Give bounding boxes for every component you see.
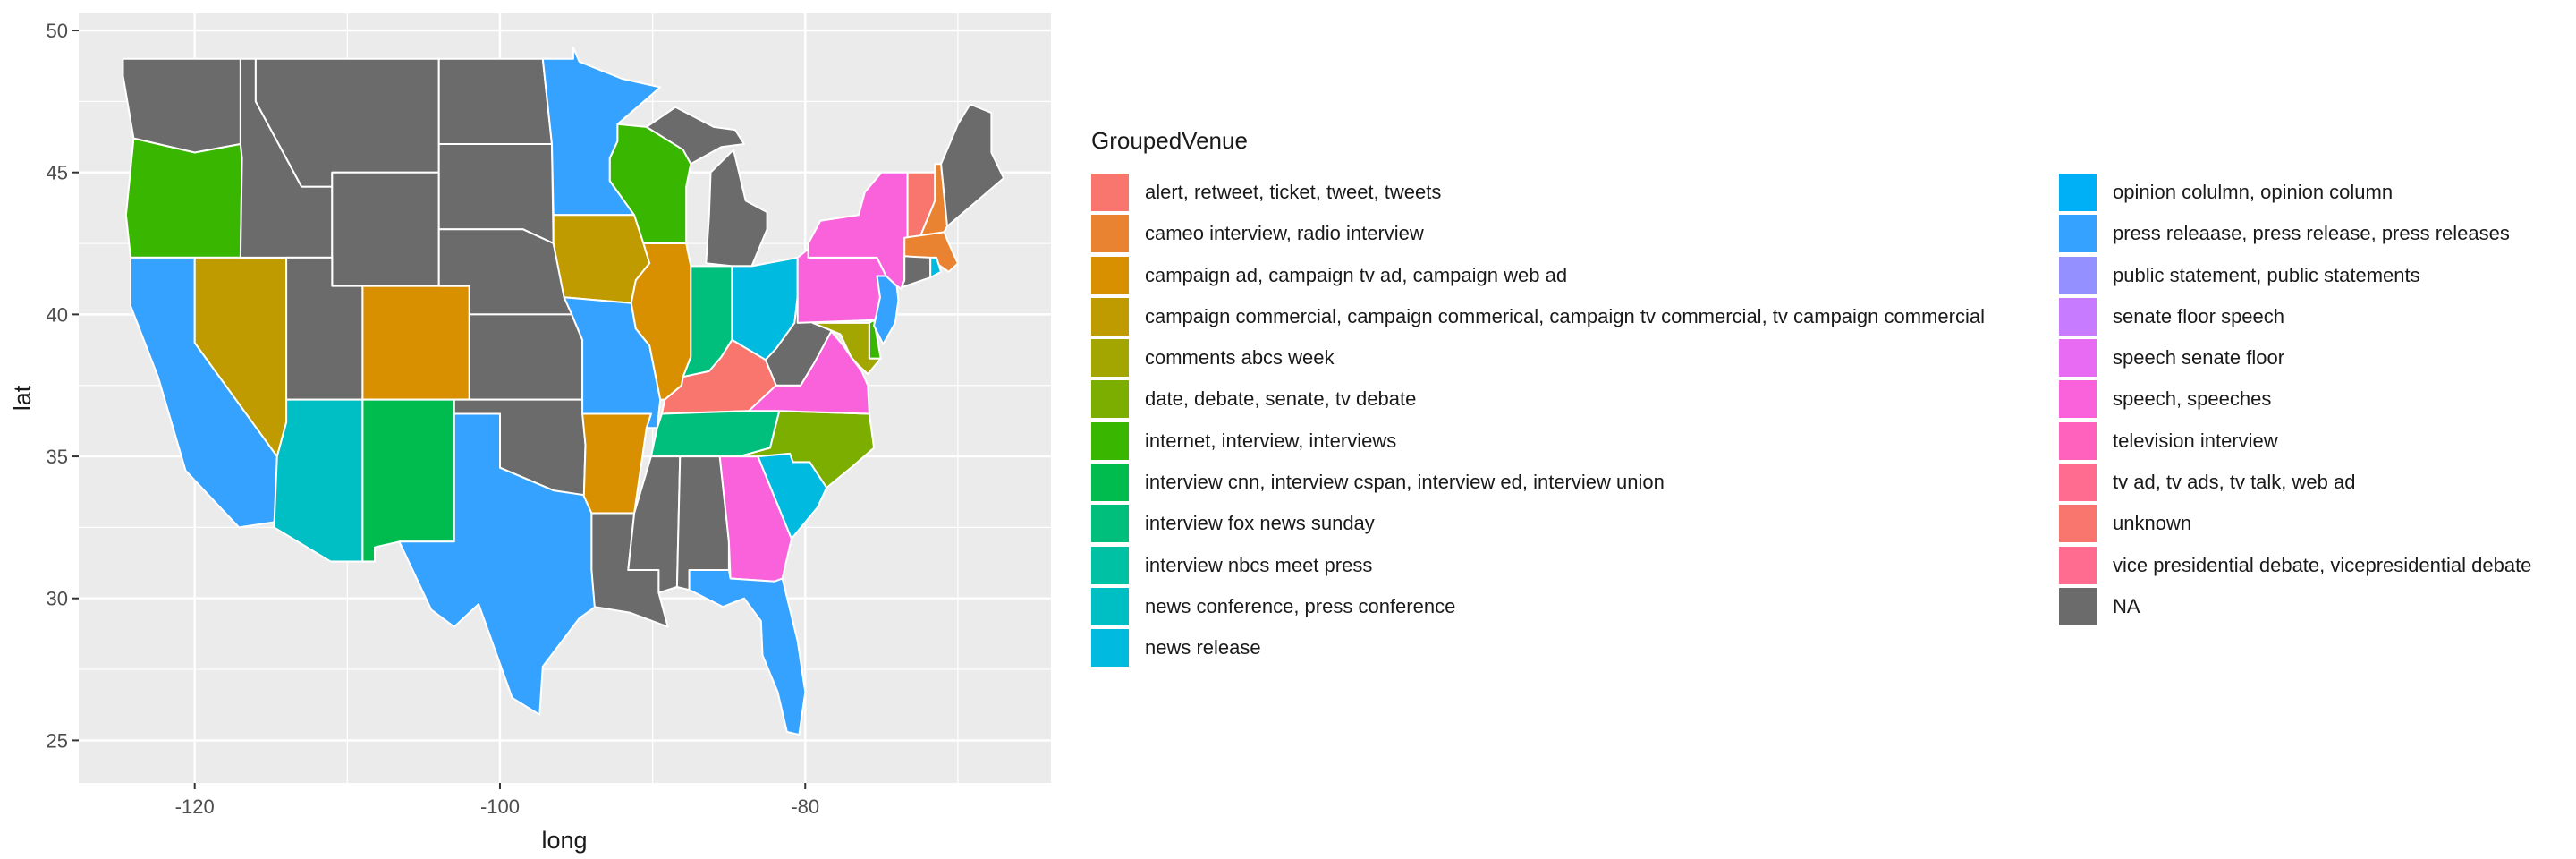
legend-label: interview cnn, interview cspan, intervie… [1145, 471, 1665, 494]
legend-label: NA [2113, 594, 2140, 617]
legend-label: internet, interview, interviews [1145, 429, 1397, 452]
legend-label: press releaase, press release, press rel… [2113, 222, 2510, 245]
state-delaware [868, 319, 882, 360]
legend-label: news release [1145, 636, 1261, 659]
legend-key [2059, 380, 2097, 419]
state-michigan-upper [645, 106, 745, 166]
state-texas [398, 412, 600, 716]
y-tick-label: 50 [47, 20, 68, 42]
legend-label: interview nbcs meet press [1145, 553, 1373, 576]
y-tick-label: 30 [47, 588, 68, 610]
legend-key [1091, 505, 1129, 543]
legend-key [2059, 505, 2097, 543]
legend-label: date, debate, senate, tv debate [1145, 387, 1417, 411]
x-tick-label: -80 [791, 795, 819, 818]
legend-key [1091, 546, 1129, 584]
y-axis-title: lat [9, 385, 36, 411]
legend-key [1091, 339, 1129, 378]
y-tick-label: 40 [47, 303, 68, 326]
legend-key [2059, 421, 2097, 460]
state-new-mexico [361, 398, 455, 563]
legend-title: GroupedVenue [1091, 127, 1248, 154]
legend-key [1091, 215, 1129, 253]
legend-key [1091, 256, 1129, 294]
legend-label: news conference, press conference [1145, 594, 1456, 617]
legend-key [2059, 587, 2097, 625]
legend-key [1091, 380, 1129, 419]
state-north-dakota [437, 57, 553, 145]
legend-label: cameo interview, radio interview [1145, 222, 1424, 245]
legend-key [1091, 174, 1129, 211]
state-wyoming [331, 171, 440, 287]
legend-label: campaign commercial, campaign commerical… [1145, 304, 1985, 327]
y-tick-label: 35 [47, 446, 68, 468]
legend-key [1091, 629, 1129, 668]
legend-key [1091, 587, 1129, 625]
legend-label: tv ad, tv ads, tv talk, web ad [2113, 471, 2356, 494]
legend: GroupedVenue alert, retweet, ticket, twe… [1091, 127, 2558, 682]
legend-label: interview fox news sunday [1145, 512, 1375, 535]
x-tick-label: -120 [175, 795, 215, 818]
state-connecticut [900, 255, 932, 289]
state-pennsylvania [796, 248, 887, 324]
y-tick-label: 25 [47, 729, 68, 752]
state-maine [940, 103, 1005, 227]
legend-label: speech, speeches [2113, 387, 2272, 411]
legend-label: campaign ad, campaign tv ad, campaign we… [1145, 263, 1568, 286]
legend-label: comments abcs week [1145, 346, 1335, 370]
state-polygons [122, 47, 1005, 736]
legend-key [2059, 297, 2097, 336]
legend-key [1091, 464, 1129, 502]
state-florida [688, 569, 807, 736]
legend-label: alert, retweet, ticket, tweet, tweets [1145, 181, 1442, 203]
state-mississippi [627, 455, 682, 594]
legend-label: public statement, public statements [2113, 263, 2420, 286]
legend-key [2059, 174, 2097, 211]
legend-label: opinion colulmn, opinion column [2113, 181, 2394, 203]
state-washington [122, 57, 242, 154]
legend-key [2059, 215, 2097, 253]
state-colorado [361, 285, 470, 401]
state-kansas [468, 313, 584, 401]
legend-key [2059, 546, 2097, 584]
state-rhode-island [929, 256, 943, 279]
state-tennessee [649, 410, 781, 458]
legend-label: television interview [2113, 429, 2278, 452]
legend-key [1091, 297, 1129, 336]
legend-label: speech senate floor [2113, 346, 2285, 370]
axis-ticks: -120 -100 -80 25 30 35 40 45 50 [47, 20, 820, 818]
y-tick-label: 45 [47, 162, 68, 184]
legend-key [1091, 421, 1129, 460]
state-oregon [124, 137, 243, 259]
legend-label: unknown [2113, 512, 2192, 535]
x-tick-label: -100 [480, 795, 520, 818]
x-axis-title: long [541, 827, 587, 854]
legend-key [2059, 339, 2097, 378]
legend-key [2059, 464, 2097, 502]
legend-label: senate floor speech [2113, 304, 2285, 327]
legend-key [2059, 256, 2097, 294]
legend-label: vice presidential debate, vicepresidenti… [2113, 553, 2532, 576]
state-north-carolina [738, 410, 876, 489]
